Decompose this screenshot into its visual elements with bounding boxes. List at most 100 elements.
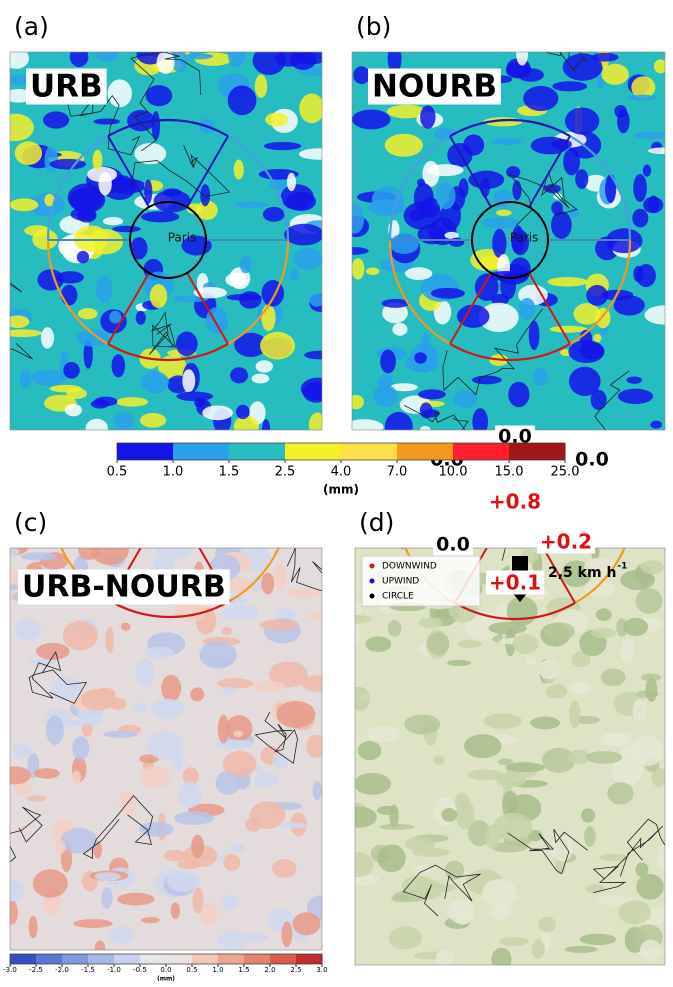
colorbar-segment <box>453 443 510 460</box>
map-texture <box>96 275 112 303</box>
panel-label: (d) <box>359 508 394 537</box>
map-texture <box>418 389 446 399</box>
map-texture <box>32 370 65 386</box>
map-texture <box>645 678 657 702</box>
map-texture <box>182 369 195 392</box>
map-texture <box>81 689 117 710</box>
map-texture <box>498 758 513 765</box>
panel-title: URB <box>30 69 103 105</box>
map-texture <box>15 141 42 165</box>
map-texture <box>472 376 502 385</box>
map-texture <box>73 919 113 928</box>
map-texture <box>139 822 174 837</box>
colorbar-segment <box>140 954 167 964</box>
map-texture <box>78 540 100 559</box>
map-texture <box>301 675 336 692</box>
map-texture <box>174 811 214 825</box>
map-texture <box>68 184 104 212</box>
map-texture <box>546 685 568 699</box>
map-texture <box>586 285 608 306</box>
map-texture <box>345 419 384 435</box>
map-texture <box>103 731 138 738</box>
map-texture <box>309 413 326 438</box>
map-texture <box>414 352 426 363</box>
wind-exponent: -1 <box>617 562 627 572</box>
map-texture <box>341 807 377 828</box>
map-texture <box>636 874 664 900</box>
map-texture <box>569 700 581 728</box>
map-texture <box>436 950 454 966</box>
map-texture <box>109 926 134 944</box>
map-texture <box>240 255 252 273</box>
map-texture <box>218 715 229 744</box>
map-texture <box>284 224 324 246</box>
sector-value: +0.2 <box>540 530 592 554</box>
map-texture <box>420 403 433 419</box>
map-texture <box>274 563 286 592</box>
map-texture <box>493 138 523 144</box>
map-texture <box>601 64 628 85</box>
map-texture <box>91 400 109 409</box>
map-texture <box>290 268 298 282</box>
map-texture <box>41 327 54 349</box>
map-texture <box>299 148 338 159</box>
map-texture <box>496 210 512 216</box>
map-texture <box>388 926 422 949</box>
map-texture <box>50 159 86 170</box>
map-texture <box>464 734 502 758</box>
map-texture <box>428 164 464 176</box>
colorbar-unit: (mm) <box>157 976 175 983</box>
colorbar-tick-label: -1.0 <box>107 966 121 974</box>
map-texture <box>141 917 160 923</box>
map-texture <box>617 109 629 133</box>
map-texture <box>483 217 520 229</box>
map-texture <box>121 623 131 631</box>
map-texture <box>171 902 180 919</box>
map-texture <box>20 369 32 388</box>
place-label: Paris <box>168 231 197 245</box>
map-texture <box>340 247 369 255</box>
map-texture <box>468 171 504 189</box>
map-texture <box>405 267 432 280</box>
map-texture <box>372 186 404 214</box>
map-texture <box>344 615 372 624</box>
map-texture <box>221 627 232 635</box>
map-texture <box>230 843 245 852</box>
map-texture <box>273 752 289 769</box>
map-texture <box>499 937 528 946</box>
map-texture <box>150 699 184 719</box>
map-texture <box>33 869 68 897</box>
map-texture <box>299 94 324 124</box>
map-texture <box>354 773 391 795</box>
map-texture <box>63 362 79 379</box>
map-texture <box>618 389 653 404</box>
map-texture <box>233 730 243 737</box>
map-texture <box>580 342 605 359</box>
map-texture <box>404 714 440 734</box>
map-texture <box>222 895 238 910</box>
map-texture <box>431 288 465 299</box>
map-texture <box>593 334 601 343</box>
map-texture <box>135 659 155 687</box>
map-texture <box>634 132 669 139</box>
map-texture <box>601 668 626 686</box>
map-texture <box>348 395 364 409</box>
map-texture <box>550 326 588 333</box>
colorbar-tick-label: -1.5 <box>81 966 95 974</box>
map-texture <box>61 285 78 306</box>
map-texture <box>98 172 111 195</box>
map-texture <box>632 209 648 228</box>
map-texture <box>519 298 536 320</box>
map-texture <box>140 413 166 428</box>
map-texture <box>147 731 184 760</box>
map-texture <box>161 675 181 702</box>
map-texture <box>193 887 204 914</box>
map-texture <box>467 769 502 780</box>
map-texture <box>93 119 120 125</box>
map-texture <box>2 880 24 903</box>
map-texture <box>491 948 511 971</box>
map-texture <box>255 75 267 98</box>
map-texture <box>506 166 520 178</box>
map-texture <box>253 46 286 75</box>
colorbar-tick-label: 2.0 <box>264 966 275 974</box>
